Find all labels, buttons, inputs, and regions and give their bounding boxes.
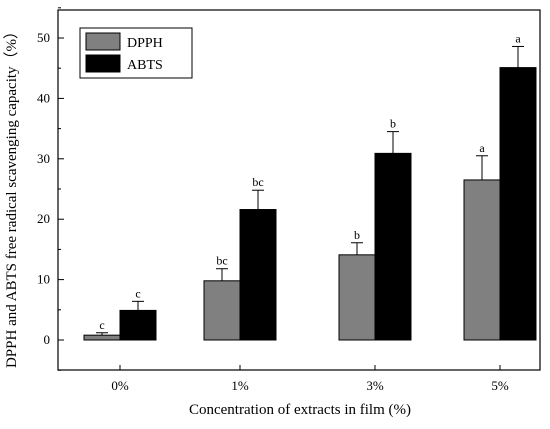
legend-label-dpph: DPPH (127, 36, 163, 51)
axes: 0 10 20 30 40 50 0% 1% 3% 5% (37, 7, 541, 393)
significance-label-dpph-0: c (99, 318, 104, 332)
x-tick-label: 3% (366, 378, 384, 393)
x-tick-label: 5% (491, 378, 509, 393)
y-tick-label: 0 (44, 332, 51, 347)
legend: DPPH ABTS (79, 27, 193, 79)
significance-label-dpph-1: bc (216, 254, 227, 268)
significance-label-dpph-3: a (479, 141, 485, 155)
series-dpph: c bc b a (83, 141, 501, 341)
bar-dpph-3 (463, 179, 501, 341)
significance-label-dpph-2: b (354, 228, 360, 242)
significance-label-abts-1: bc (252, 175, 263, 189)
series-abts: c bc b a (119, 31, 537, 341)
y-axis-title: DPPH and ABTS free radical scavenging ca… (3, 24, 20, 368)
bar-dpph-2 (338, 254, 376, 341)
plot-frame (57, 9, 541, 371)
bar-abts-2 (374, 152, 412, 341)
x-tick-label: 1% (231, 378, 249, 393)
legend-swatch-abts (85, 54, 121, 73)
y-tick-label: 40 (37, 90, 50, 105)
x-tick-label: 0% (111, 378, 129, 393)
bar-abts-1 (239, 209, 277, 341)
significance-label-abts-0: c (135, 286, 140, 300)
y-tick-label: 10 (37, 272, 50, 287)
plot-area: c bc b a c bc b a (83, 31, 537, 341)
bar-dpph-0 (83, 334, 121, 341)
legend-swatch-dpph (85, 32, 121, 51)
legend-label-abts: ABTS (127, 58, 163, 73)
y-tick-label: 20 (37, 211, 50, 226)
y-tick-label: 30 (37, 151, 50, 166)
bar-abts-0 (119, 309, 157, 341)
bar-dpph-1 (203, 280, 241, 341)
bar-abts-3 (499, 67, 537, 341)
x-axis-title: Concentration of extracts in film (%) (189, 402, 411, 418)
significance-label-abts-2: b (390, 117, 396, 131)
significance-label-abts-3: a (515, 31, 521, 45)
y-tick-label: 50 (37, 30, 50, 45)
